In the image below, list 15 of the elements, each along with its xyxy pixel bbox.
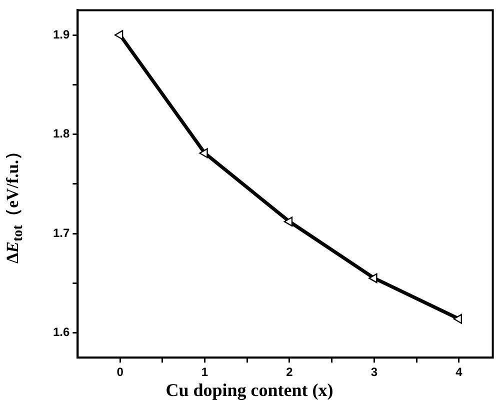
point (284, 216, 293, 227)
y-tick-label: 1.8 (52, 126, 70, 141)
point (199, 148, 208, 158)
y-tick-label: 1.7 (52, 226, 70, 240)
x-tick-label: 3 (370, 365, 378, 380)
point (368, 273, 378, 284)
x-tick-label: 0 (116, 365, 124, 380)
y-tick-label: 1.6 (52, 325, 70, 340)
x-tick-label: 4 (456, 365, 463, 380)
x-tick-label: 1 (201, 365, 208, 380)
point (453, 314, 462, 324)
point (114, 30, 124, 40)
y-tick-label: 1.9 (52, 27, 70, 42)
x-tick-label: 2 (286, 365, 294, 380)
x-axis-title: Cu doping content (x) (164, 380, 334, 401)
